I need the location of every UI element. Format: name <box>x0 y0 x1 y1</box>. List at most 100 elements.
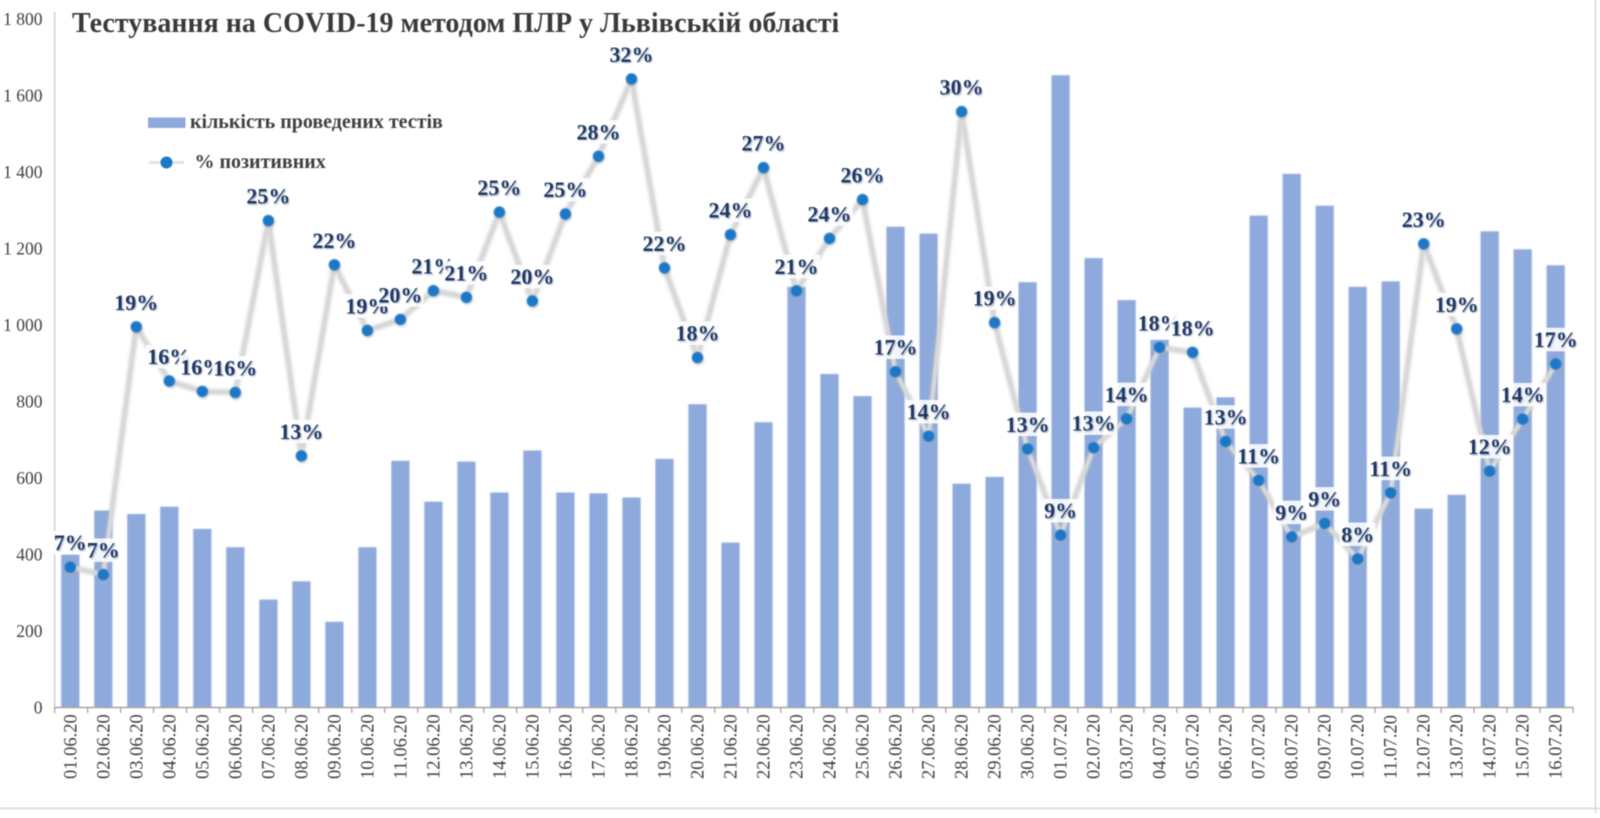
svg-text:11.06.20: 11.06.20 <box>391 715 411 779</box>
svg-text:27.06.20: 27.06.20 <box>920 714 940 779</box>
svg-text:24.06.20: 24.06.20 <box>821 714 841 779</box>
svg-text:Тестування на COVID-19 методом: Тестування на COVID-19 методом ПЛР у Льв… <box>72 8 840 39</box>
svg-text:32%: 32% <box>611 43 655 68</box>
svg-text:19%: 19% <box>114 290 158 315</box>
svg-text:07.07.20: 07.07.20 <box>1250 714 1270 779</box>
svg-text:05.06.20: 05.06.20 <box>193 714 213 779</box>
svg-text:26%: 26% <box>841 163 885 188</box>
svg-text:25%: 25% <box>246 184 290 209</box>
svg-text:11%: 11% <box>1237 443 1280 468</box>
svg-text:16.06.20: 16.06.20 <box>556 714 576 779</box>
svg-text:14%: 14% <box>1105 382 1149 407</box>
svg-text:20%: 20% <box>378 282 422 307</box>
svg-text:17%: 17% <box>1534 327 1578 352</box>
svg-text:09.07.20: 09.07.20 <box>1316 714 1336 779</box>
svg-text:9%: 9% <box>1309 488 1342 513</box>
svg-text:1 600: 1 600 <box>3 86 43 106</box>
svg-text:14%: 14% <box>1501 382 1545 407</box>
svg-text:18.06.20: 18.06.20 <box>623 714 643 779</box>
svg-text:11%: 11% <box>1369 456 1412 481</box>
svg-text:9%: 9% <box>1044 498 1077 523</box>
svg-text:09.06.20: 09.06.20 <box>325 714 345 779</box>
svg-text:11%: 11% <box>1370 457 1413 482</box>
svg-text:21.06.20: 21.06.20 <box>722 714 742 779</box>
svg-text:18%: 18% <box>1172 317 1216 342</box>
svg-text:01.06.20: 01.06.20 <box>61 714 81 779</box>
svg-text:06.06.20: 06.06.20 <box>226 714 246 779</box>
svg-text:21%: 21% <box>775 254 819 279</box>
svg-text:12.07.20: 12.07.20 <box>1415 714 1435 779</box>
svg-text:22%: 22% <box>643 231 687 256</box>
svg-text:20%: 20% <box>380 284 424 309</box>
svg-text:13%: 13% <box>1073 412 1117 437</box>
svg-text:8%: 8% <box>1341 522 1374 547</box>
svg-text:9%: 9% <box>1045 499 1078 524</box>
svg-text:7%: 7% <box>88 539 121 564</box>
svg-text:21%: 21% <box>444 260 488 285</box>
svg-text:25%: 25% <box>545 178 589 203</box>
svg-text:13%: 13% <box>279 419 323 444</box>
svg-text:24%: 24% <box>710 199 754 224</box>
svg-text:19%: 19% <box>1436 293 1480 318</box>
svg-text:03.06.20: 03.06.20 <box>127 714 147 779</box>
svg-text:23%: 23% <box>1403 208 1447 233</box>
svg-text:12.06.20: 12.06.20 <box>424 714 444 779</box>
svg-text:32%: 32% <box>610 42 654 67</box>
svg-text:25%: 25% <box>248 185 292 210</box>
svg-text:17%: 17% <box>874 335 918 360</box>
svg-text:14.07.20: 14.07.20 <box>1481 714 1501 779</box>
svg-text:21%: 21% <box>446 262 490 287</box>
svg-text:12%: 12% <box>1468 434 1512 459</box>
svg-text:01.07.20: 01.07.20 <box>1052 714 1072 779</box>
svg-text:1 800: 1 800 <box>3 9 43 29</box>
svg-text:27%: 27% <box>742 131 786 156</box>
svg-text:14%: 14% <box>1106 383 1150 408</box>
svg-text:28%: 28% <box>577 119 621 144</box>
svg-text:30.06.20: 30.06.20 <box>1019 714 1039 779</box>
svg-text:20.06.20: 20.06.20 <box>689 714 709 779</box>
svg-text:22%: 22% <box>314 229 358 254</box>
svg-text:13.06.20: 13.06.20 <box>457 714 477 779</box>
svg-text:9%: 9% <box>1275 500 1308 525</box>
svg-text:14.06.20: 14.06.20 <box>490 714 510 779</box>
svg-text:800: 800 <box>16 392 43 412</box>
svg-text:29.06.20: 29.06.20 <box>986 714 1006 779</box>
svg-text:16%: 16% <box>214 357 258 382</box>
svg-text:23%: 23% <box>1402 207 1446 232</box>
svg-text:600: 600 <box>16 468 43 488</box>
svg-text:15.07.20: 15.07.20 <box>1514 714 1534 779</box>
svg-text:26.06.20: 26.06.20 <box>887 714 907 779</box>
svg-text:13%: 13% <box>1205 406 1249 431</box>
svg-text:02.07.20: 02.07.20 <box>1085 714 1105 779</box>
svg-text:08.07.20: 08.07.20 <box>1283 714 1303 779</box>
svg-text:16.07.20: 16.07.20 <box>1547 714 1567 779</box>
svg-text:11%: 11% <box>1238 445 1281 470</box>
svg-text:13%: 13% <box>1007 413 1051 438</box>
svg-text:19.06.20: 19.06.20 <box>656 714 676 779</box>
svg-text:19%: 19% <box>974 287 1018 312</box>
svg-text:1 000: 1 000 <box>3 315 43 335</box>
svg-text:26%: 26% <box>842 164 886 189</box>
svg-text:7%: 7% <box>87 538 120 563</box>
svg-text:20%: 20% <box>512 265 556 290</box>
svg-text:10.07.20: 10.07.20 <box>1349 714 1369 779</box>
svg-text:04.06.20: 04.06.20 <box>160 714 180 779</box>
svg-text:19%: 19% <box>115 291 159 316</box>
svg-text:14%: 14% <box>908 400 952 425</box>
svg-text:07.06.20: 07.06.20 <box>259 714 279 779</box>
svg-text:18%: 18% <box>1171 315 1215 340</box>
svg-text:22%: 22% <box>644 232 688 257</box>
svg-text:24%: 24% <box>808 201 852 226</box>
svg-text:19%: 19% <box>973 286 1017 311</box>
svg-text:14%: 14% <box>1502 383 1546 408</box>
svg-text:11.07.20: 11.07.20 <box>1382 715 1402 779</box>
svg-text:28%: 28% <box>578 121 622 146</box>
svg-text:18%: 18% <box>676 321 720 346</box>
svg-text:04.07.20: 04.07.20 <box>1151 714 1171 779</box>
svg-text:21%: 21% <box>776 255 820 280</box>
svg-text:08.06.20: 08.06.20 <box>292 714 312 779</box>
svg-text:12%: 12% <box>1469 435 1513 460</box>
svg-text:кількість проведених тестів: кількість проведених тестів <box>190 111 443 133</box>
svg-text:25%: 25% <box>543 177 587 202</box>
svg-text:400: 400 <box>16 545 43 565</box>
